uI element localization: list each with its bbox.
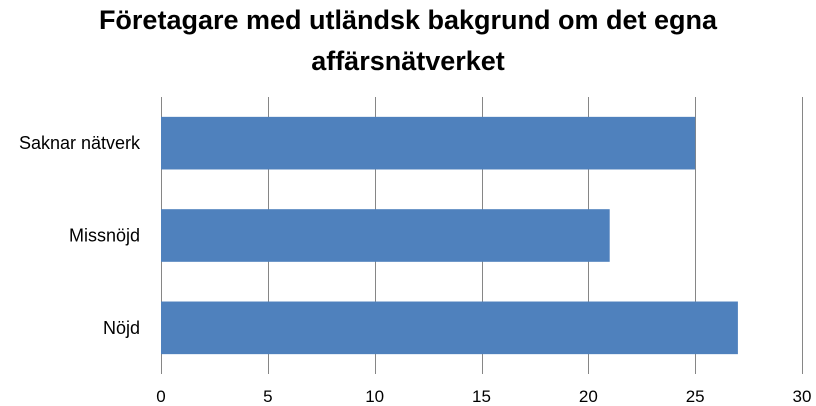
category-label-0: Saknar nätverk [19,133,141,153]
x-tick-label-1: 5 [263,387,272,406]
chart-title: Företagare med utländsk bakgrund om det … [0,0,816,82]
bar-1 [161,209,610,262]
chart-title-line-2: affärsnätverket [311,46,505,76]
chart-title-line-1: Företagare med utländsk bakgrund om det … [98,5,718,35]
bar-2 [161,301,738,355]
x-tick-label-5: 25 [686,387,705,406]
x-tick-label-6: 30 [793,387,812,406]
x-tick-label-2: 10 [365,387,384,406]
category-label-2: Nöjd [103,318,140,338]
category-label-1: Missnöjd [69,226,140,246]
x-tick-label-4: 20 [579,387,598,406]
x-tick-label-3: 15 [472,387,491,406]
x-tick-label-0: 0 [156,387,165,406]
bar-0 [161,116,696,170]
